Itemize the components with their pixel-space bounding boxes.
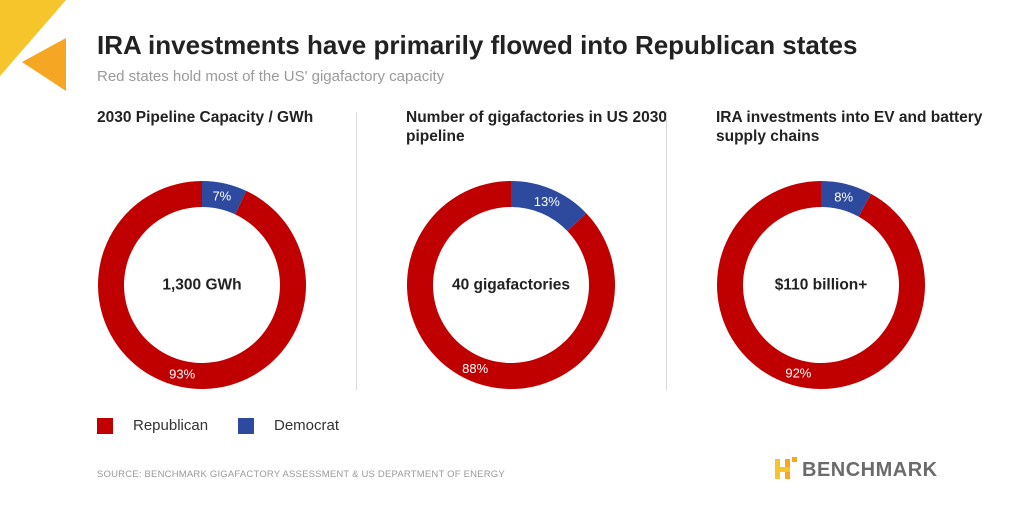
slice-label-republican: 93%	[169, 366, 195, 381]
panel-title: IRA investments into EV and battery supp…	[716, 109, 983, 145]
corner-accent-logo	[0, 0, 66, 91]
benchmark-logo-icon	[775, 457, 797, 479]
slice-label-republican: 88%	[462, 361, 488, 376]
donut-chart-capacity: 7% 93% 1,300 GWh	[98, 181, 307, 389]
donut-slice-democrat	[202, 181, 247, 215]
donut-chart-investments: 8% 92% $110 billion+	[717, 181, 925, 389]
panel-title: 2030 Pipeline Capacity / GWh	[97, 109, 314, 126]
source-note: SOURCE: BENCHMARK GIGAFACTORY ASSESSMENT…	[97, 469, 505, 480]
slice-label-democrat: 13%	[534, 194, 560, 209]
chart-title: IRA investments have primarily flowed in…	[97, 30, 858, 60]
donut-center-label: 1,300 GWh	[162, 277, 241, 294]
slice-label-democrat: 8%	[834, 189, 853, 204]
slice-label-democrat: 7%	[212, 189, 231, 204]
donut-panel-gigafactories: Number of gigafactories in US 2030 pipel…	[406, 108, 706, 398]
benchmark-logo-text: BENCHMARK	[802, 459, 938, 481]
donut-panel-capacity: 2030 Pipeline Capacity / GWh 7% 93% 1,300 …	[97, 108, 397, 398]
donut-slice-democrat	[821, 181, 872, 217]
donut-slice-democrat	[511, 181, 587, 232]
legend-swatch-republican	[97, 418, 113, 434]
panel-title: Number of gigafactories in US 2030 pipel…	[406, 109, 667, 145]
panel-divider	[666, 112, 667, 390]
donut-center-label: 40 gigafactories	[452, 277, 570, 294]
panel-divider	[356, 112, 357, 390]
donut-panel-investments: IRA investments into EV and battery supp…	[716, 108, 1016, 398]
legend-label-republican: Republican	[133, 417, 209, 434]
donut-center-label: $110 billion+	[775, 277, 868, 294]
chart-subtitle: Red states hold most of the US' gigafact…	[97, 68, 445, 85]
legend-swatch-democrat	[238, 418, 254, 434]
legend-label-democrat: Democrat	[274, 417, 340, 434]
slice-label-republican: 92%	[785, 366, 811, 381]
donut-chart-gigafactories: 13% 88% 40 gigafactories	[407, 180, 615, 389]
